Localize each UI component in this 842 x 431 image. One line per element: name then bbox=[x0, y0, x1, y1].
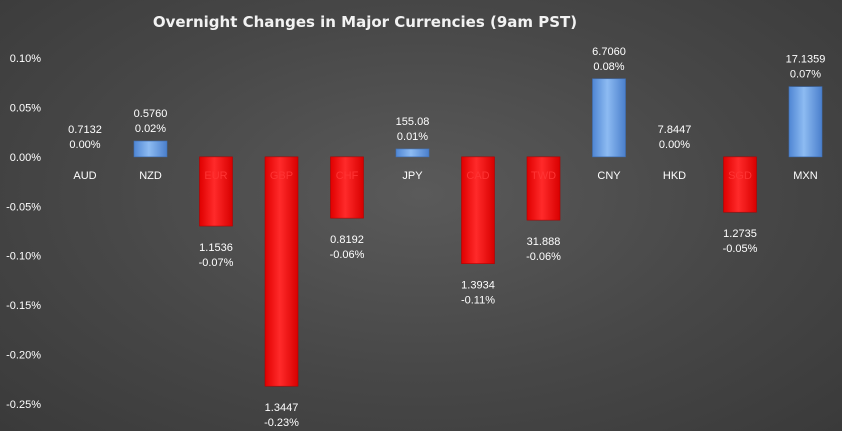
pct-label-chf: -0.06% bbox=[330, 249, 365, 261]
rate-label-hkd: 7.8447 bbox=[658, 124, 692, 136]
rate-label-chf: 0.8192 bbox=[330, 234, 364, 246]
bar-cny bbox=[592, 78, 626, 158]
category-label-twd: TWD bbox=[531, 170, 556, 182]
category-label-sgd: SGD bbox=[728, 170, 752, 182]
category-label-chf: CHF bbox=[336, 170, 359, 182]
y-axis: 0.10% 0.05% 0.00% -0.05% -0.10% -0.15% -0.20% -… bbox=[6, 53, 41, 411]
category-label-mxn: MXN bbox=[793, 170, 818, 182]
y-tick-label: -0.15% bbox=[6, 300, 41, 312]
bar-jpy bbox=[395, 148, 430, 158]
y-tick-label: 0.05% bbox=[10, 102, 41, 114]
rate-label-eur: 1.1536 bbox=[199, 242, 233, 254]
data-labels: 0.7132 0.00% 0.5760 0.02% 1.1536 -0.07% 1.3447… bbox=[68, 46, 825, 429]
category-label-nzd: NZD bbox=[139, 170, 162, 182]
rate-label-mxn: 17.1359 bbox=[786, 54, 826, 66]
pct-label-jpy: 0.01% bbox=[397, 131, 428, 143]
pct-label-cny: 0.08% bbox=[593, 61, 624, 73]
rate-label-gbp: 1.3447 bbox=[265, 402, 299, 414]
pct-label-mxn: 0.07% bbox=[790, 69, 821, 81]
rate-label-twd: 31.888 bbox=[527, 236, 561, 248]
category-label-eur: EUR bbox=[204, 170, 227, 182]
rate-label-nzd: 0.5760 bbox=[134, 108, 168, 120]
category-label-hkd: HKD bbox=[663, 170, 686, 182]
y-tick-label: -0.05% bbox=[6, 201, 41, 213]
pct-label-nzd: 0.02% bbox=[135, 123, 166, 135]
category-label-aud: AUD bbox=[73, 170, 96, 182]
category-label-jpy: JPY bbox=[402, 170, 423, 182]
pct-label-cad: -0.11% bbox=[461, 295, 495, 307]
bar-eur bbox=[199, 156, 233, 227]
rate-label-aud: 0.7132 bbox=[68, 124, 102, 136]
bar-sgd bbox=[723, 156, 757, 213]
bar-mxn bbox=[788, 86, 823, 158]
bar-nzd bbox=[133, 140, 168, 158]
category-label-cad: CAD bbox=[466, 170, 489, 182]
pct-label-sgd: -0.05% bbox=[723, 243, 758, 255]
category-label-cny: CNY bbox=[597, 170, 621, 182]
y-tick-label: -0.10% bbox=[6, 251, 41, 263]
bars bbox=[133, 78, 823, 387]
rate-label-jpy: 155.08 bbox=[396, 116, 430, 128]
y-tick-label: 0.10% bbox=[10, 53, 41, 65]
y-tick-label: -0.20% bbox=[6, 350, 41, 362]
pct-label-twd: -0.06% bbox=[526, 251, 561, 263]
y-tick-label: -0.25% bbox=[6, 399, 41, 411]
bar-chf bbox=[330, 156, 364, 219]
pct-label-aud: 0.00% bbox=[69, 139, 100, 151]
chart-title: Overnight Changes in Major Currencies (9… bbox=[153, 13, 577, 31]
y-tick-label: 0.00% bbox=[10, 152, 41, 164]
rate-label-sgd: 1.2735 bbox=[723, 228, 757, 240]
category-label-gbp: GBP bbox=[270, 170, 293, 182]
bar-gbp bbox=[264, 156, 299, 387]
bar-cad bbox=[461, 156, 495, 264]
rate-label-cny: 6.7060 bbox=[592, 46, 626, 58]
bar-twd bbox=[526, 156, 561, 221]
category-labels: AUD NZD EUR GBP CHF JPY CAD TWD CNY HKD SGD MXN bbox=[73, 170, 817, 182]
pct-label-eur: -0.07% bbox=[199, 257, 234, 269]
pct-label-hkd: 0.00% bbox=[659, 139, 690, 151]
rate-label-cad: 1.3934 bbox=[461, 280, 495, 292]
pct-label-gbp: -0.23% bbox=[264, 417, 299, 429]
